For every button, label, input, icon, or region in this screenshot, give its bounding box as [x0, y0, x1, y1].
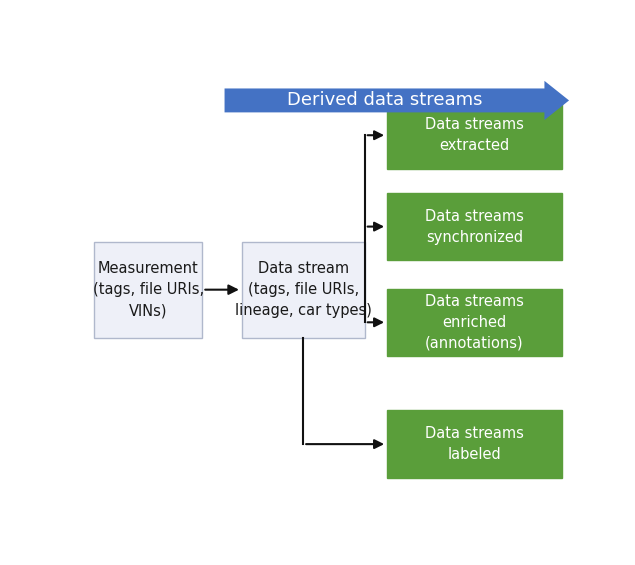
- FancyBboxPatch shape: [387, 410, 562, 478]
- FancyBboxPatch shape: [242, 242, 365, 337]
- FancyBboxPatch shape: [94, 242, 203, 337]
- Text: Data streams
labeled: Data streams labeled: [425, 426, 524, 462]
- Text: Data streams
synchronized: Data streams synchronized: [425, 208, 524, 245]
- Text: Data streams
enriched
(annotations): Data streams enriched (annotations): [425, 294, 524, 351]
- Text: Measurement
(tags, file URIs,
VINs): Measurement (tags, file URIs, VINs): [93, 261, 204, 318]
- Text: Data streams
extracted: Data streams extracted: [425, 117, 524, 153]
- FancyBboxPatch shape: [387, 193, 562, 260]
- Text: Data stream
(tags, file URIs,
lineage, car types): Data stream (tags, file URIs, lineage, c…: [235, 261, 371, 318]
- Polygon shape: [225, 81, 569, 120]
- Text: Derived data streams: Derived data streams: [287, 92, 482, 110]
- FancyBboxPatch shape: [387, 102, 562, 169]
- FancyBboxPatch shape: [387, 289, 562, 356]
